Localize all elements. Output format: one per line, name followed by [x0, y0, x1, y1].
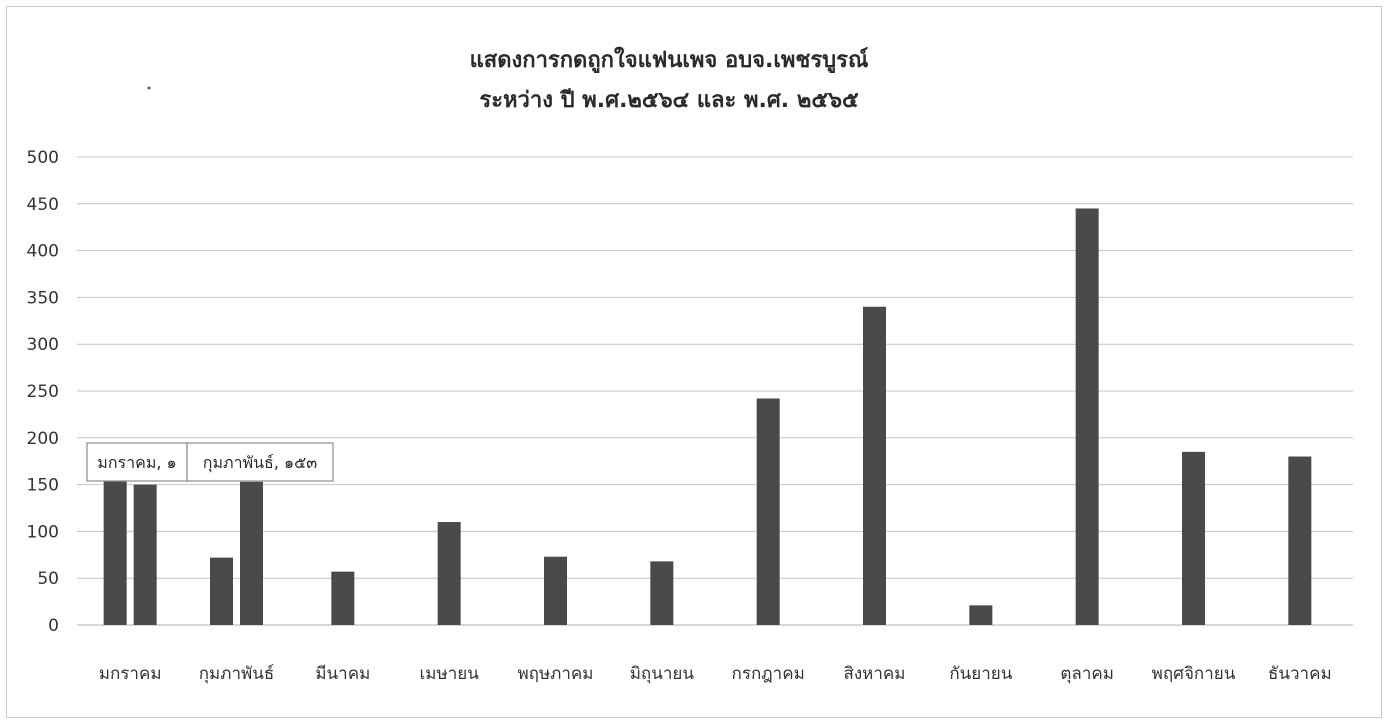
data-callout-label: กุมภาพันธ์, ๑๕๓ — [203, 453, 317, 473]
grid-layer — [77, 156, 1353, 626]
y-tick-label: 100 — [27, 522, 59, 542]
data-callouts: มกราคม, ๑ กุมภาพันธ์, ๑๕๓ — [86, 442, 334, 482]
x-tick-label: กันยายน — [949, 664, 1012, 684]
data-callout-label: มกราคม, ๑ — [97, 453, 176, 472]
bar — [650, 561, 674, 625]
x-tick-label: มีนาคม — [315, 664, 370, 684]
y-tick-label: 300 — [27, 335, 59, 355]
x-tick-label: ตุลาคม — [1060, 664, 1114, 684]
x-tick-label: พฤษภาคม — [517, 664, 593, 684]
y-axis-ticks: 0 50 100 150 200 250 300 350 400 450 500 — [27, 148, 59, 636]
chart-subtitle: ระหว่าง ปี พ.ศ.๒๕๖๔ และ พ.ศ. ๒๕๖๕ — [479, 88, 859, 113]
bar-layer — [103, 208, 1312, 626]
x-tick-label: กุมภาพันธ์ — [199, 664, 274, 684]
y-tick-label: 350 — [27, 288, 59, 308]
x-axis-labels: มกราคม กุมภาพันธ์ มีนาคม เมษายน พฤษภาคม มิถุน… — [99, 664, 1332, 684]
y-tick-label: 500 — [27, 148, 59, 168]
bar — [103, 477, 127, 625]
x-tick-label: สิงหาคม — [843, 664, 905, 684]
y-tick-label: 200 — [27, 429, 59, 449]
bar — [863, 306, 886, 625]
bar — [1288, 456, 1312, 625]
data-callout-box — [86, 442, 188, 482]
y-tick-label: 150 — [27, 476, 59, 496]
x-tick-label: เมษายน — [419, 664, 479, 684]
y-tick-label: 50 — [37, 569, 59, 589]
bar — [437, 522, 461, 625]
chart-frame: แสดงการกดถูกใจแฟนเพจ อบจ.เพชรบูรณ์ ระหว่… — [6, 6, 1382, 718]
stray-dot — [147, 86, 151, 90]
bar — [133, 484, 157, 625]
bar — [756, 398, 780, 625]
bar — [331, 571, 355, 625]
chart-title: แสดงการกดถูกใจแฟนเพจ อบจ.เพชรบูรณ์ — [470, 46, 869, 74]
bar — [1182, 451, 1205, 625]
chart-title-group: แสดงการกดถูกใจแฟนเพจ อบจ.เพชรบูรณ์ ระหว่… — [470, 46, 869, 113]
x-tick-label: กรกฎาคม — [732, 664, 805, 684]
data-callout-box — [186, 442, 334, 482]
y-tick-label: 250 — [27, 382, 59, 402]
bar — [1075, 208, 1099, 626]
x-tick-label: พฤศจิกายน — [1152, 664, 1236, 684]
y-tick-label: 0 — [48, 616, 59, 636]
x-tick-label: ธันวาคม — [1268, 664, 1332, 684]
bar — [969, 605, 993, 625]
bar-chart: แสดงการกดถูกใจแฟนเพจ อบจ.เพชรบูรณ์ ระหว่… — [27, 46, 1353, 684]
bar — [240, 481, 263, 625]
y-tick-label: 450 — [27, 195, 59, 215]
x-tick-label: มิถุนายน — [630, 664, 695, 684]
x-tick-label: มกราคม — [99, 664, 162, 684]
y-tick-label: 400 — [27, 242, 59, 262]
bar — [210, 557, 233, 625]
bar — [544, 556, 567, 625]
